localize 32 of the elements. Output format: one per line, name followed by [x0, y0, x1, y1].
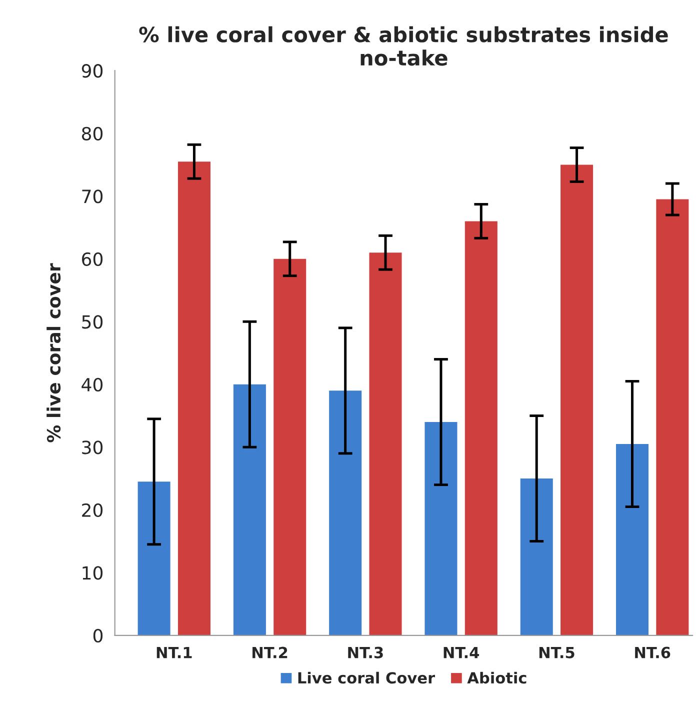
x-tick-label: NT.4	[444, 646, 480, 658]
y-tick-label: 0	[93, 628, 103, 643]
x-tick-label: NT.1	[156, 646, 192, 658]
x-tick-label: NT.2	[252, 646, 288, 658]
y-tick-label: 70	[82, 190, 103, 204]
bar	[233, 384, 266, 636]
bar	[520, 478, 553, 636]
bar	[274, 258, 306, 636]
bar	[424, 422, 458, 636]
y-tick-label: 90	[82, 64, 103, 78]
y-tick-label: 40	[82, 378, 103, 392]
bar	[560, 164, 594, 636]
y-tick-label: 60	[82, 252, 103, 266]
bar	[178, 162, 210, 636]
bar	[369, 252, 402, 636]
y-axis-title: % live coral cover	[46, 263, 61, 442]
bar	[656, 199, 689, 636]
x-tick-label: NT.5	[539, 646, 574, 658]
legend-label: Live coral Cover	[298, 672, 436, 684]
chart-title: % live coral cover & abiotic substrates inside no-take	[139, 26, 668, 66]
bar	[464, 221, 498, 636]
bar	[616, 444, 649, 636]
y-tick-label: 80	[82, 126, 103, 140]
bar	[138, 482, 170, 636]
y-tick-label: 30	[82, 440, 103, 454]
bar	[329, 390, 362, 636]
x-tick-label: NT.6	[635, 646, 670, 658]
y-tick-label: 50	[82, 315, 103, 329]
x-tick-label: NT.3	[348, 646, 383, 658]
y-tick-label: 20	[82, 503, 103, 518]
y-tick-label: 10	[82, 566, 103, 580]
legend-label: Abiotic	[467, 672, 526, 684]
